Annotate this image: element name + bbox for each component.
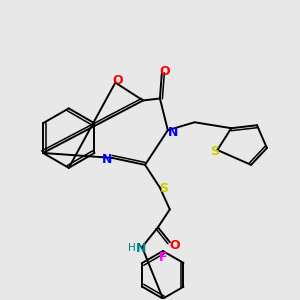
- Text: S: S: [210, 146, 219, 158]
- Text: N: N: [168, 126, 178, 139]
- Text: N: N: [136, 242, 146, 255]
- Text: F: F: [159, 251, 167, 265]
- Text: N: N: [102, 153, 112, 167]
- Text: S: S: [159, 182, 168, 195]
- Text: O: O: [112, 74, 123, 87]
- Text: O: O: [169, 238, 180, 252]
- Text: H: H: [128, 243, 136, 253]
- Text: O: O: [160, 65, 170, 78]
